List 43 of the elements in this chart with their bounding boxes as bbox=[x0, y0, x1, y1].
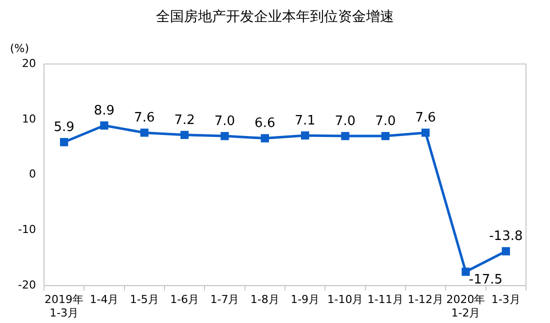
point bbox=[300, 131, 310, 140]
x-tick-label: 1-12月 bbox=[408, 293, 444, 306]
x-tick-label: 1-5月 bbox=[130, 293, 159, 306]
x-tick-label: 2020年 1-2月 bbox=[446, 293, 486, 320]
text: -17.5 bbox=[468, 272, 503, 288]
text: 7.0 bbox=[214, 114, 236, 129]
text: 7.0 bbox=[334, 114, 356, 129]
y-tick-label: -10 bbox=[18, 223, 36, 236]
text: 7.1 bbox=[294, 113, 316, 128]
point bbox=[180, 130, 189, 139]
y-axis-title: (%) bbox=[10, 42, 30, 55]
point bbox=[220, 132, 229, 140]
text: 7.0 bbox=[375, 114, 396, 129]
x-tick-label: 2019年 1-3月 bbox=[44, 293, 84, 320]
text: 5.9 bbox=[54, 120, 74, 135]
x-tick-label: 1-6月 bbox=[170, 293, 200, 306]
y-tick-label: 0 bbox=[28, 168, 36, 181]
x-tick-label: 1-11月 bbox=[367, 293, 404, 306]
x-tick-label: 1-8月 bbox=[250, 293, 280, 306]
chart-title: 全国房地产开发企业本年到位资金增速 bbox=[155, 8, 395, 26]
x-tick-label: 1-7月 bbox=[210, 293, 240, 306]
y-tick-label: 10 bbox=[22, 112, 36, 126]
text: 8.9 bbox=[94, 103, 115, 118]
text: 7.6 bbox=[134, 110, 155, 126]
text: 7.2 bbox=[174, 112, 195, 128]
point bbox=[502, 247, 510, 256]
x-tick-label: 1-9月 bbox=[290, 293, 320, 306]
x-tick-label: 1-4月 bbox=[90, 293, 119, 306]
text: 6.6 bbox=[254, 116, 276, 132]
point bbox=[341, 132, 350, 140]
text: 7.6 bbox=[415, 110, 436, 126]
point bbox=[260, 134, 269, 142]
x-tick-label: 1-3月 bbox=[491, 293, 520, 306]
point bbox=[60, 138, 68, 146]
point bbox=[381, 132, 390, 140]
point bbox=[100, 121, 108, 130]
point bbox=[140, 128, 148, 137]
y-tick-label: -20 bbox=[18, 278, 36, 292]
y-tick-label: 20 bbox=[22, 56, 36, 70]
x-tick-label: 1-10月 bbox=[327, 293, 364, 306]
point bbox=[462, 268, 470, 276]
point bbox=[422, 128, 430, 137]
text: -13.8 bbox=[489, 229, 523, 244]
